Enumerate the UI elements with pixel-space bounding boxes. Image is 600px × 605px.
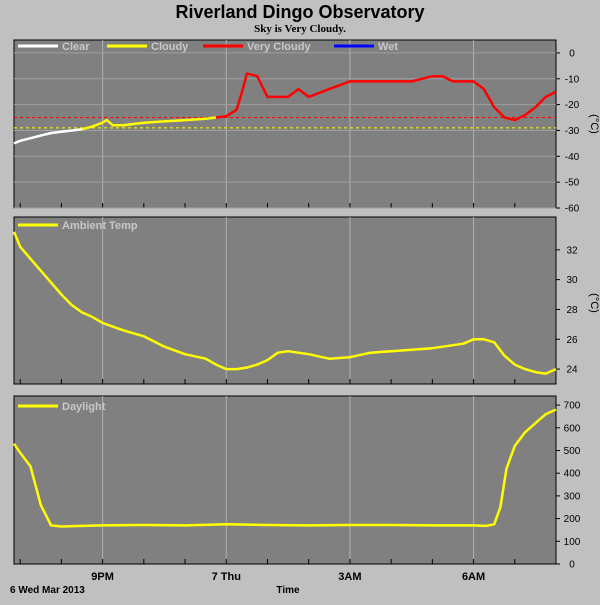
legend-label-wet: Wet [378,41,398,53]
daylight-y-tick-label: 300 [564,491,581,502]
ambient-units-label: (°C) [588,293,600,313]
sky-y-tick-label: -40 [565,152,580,163]
x-tick-label: 7 Thu [212,571,241,583]
series-line-clear [13,127,83,145]
legend-label-cloudy: Cloudy [151,41,189,53]
sky-y-tick-label: -50 [565,178,580,189]
sky-units-label: (°C) [588,114,600,134]
legend-label-daylight: Daylight [62,401,106,413]
sky-plot-area [13,39,557,209]
sky-y-tick-label: -10 [565,74,580,85]
ambient-plot-area [13,216,557,385]
daylight-y-tick-label: 700 [564,401,581,412]
sky-y-tick-label: -20 [565,100,580,111]
legend-label-clear: Clear [62,41,90,53]
sky-y-tick-label: -60 [565,204,580,215]
sky-y-tick-label: -30 [565,126,580,137]
daylight-panel: 0 100 200 300 400 500 600 700 Daylight [12,395,581,571]
ambient-y-tick-label: 28 [566,305,578,316]
ambient-y-tick-label: 24 [566,365,578,376]
daylight-y-tick-label: 200 [564,514,581,525]
ambient-panel: 24 26 28 30 32 (°C) Ambient Temp [12,216,600,385]
series-line-very-cloudy [215,72,557,122]
series-line-cloudy [81,116,217,131]
ambient-y-tick-label: 26 [566,335,578,346]
ambient-y-tick-label: 30 [566,275,578,286]
daylight-y-tick-label: 600 [564,423,581,434]
sky-panel: 0 -10 -20 -30 -40 -50 -60 (°C) Clear Cloudy Very C… [13,39,600,215]
daylight-y-tick-label: 100 [564,537,581,548]
daylight-y-tick-label: 400 [564,469,581,480]
x-tick-label: 6AM [462,571,485,583]
legend-label-ambient-temp: Ambient Temp [62,220,138,232]
x-tick-label: 3AM [338,571,361,583]
sky-y-tick-label: 0 [569,48,575,59]
daylight-y-tick-label: 0 [569,560,575,571]
ambient-y-tick-label: 32 [566,245,578,256]
x-axis-start-label: 6 Wed Mar 2013 [10,585,85,596]
chart-subtitle: Sky is Very Cloudy. [254,23,346,35]
series-line-daylight [12,408,557,528]
daylight-plot-area [13,395,557,565]
x-tick-label: 9PM [91,571,114,583]
x-axis-title: Time [276,585,300,596]
chart-title: Riverland Dingo Observatory [175,2,424,22]
daylight-y-tick-label: 500 [564,446,581,457]
legend-label-very-cloudy: Very Cloudy [247,41,311,53]
series-line-ambient-temp [12,231,557,375]
